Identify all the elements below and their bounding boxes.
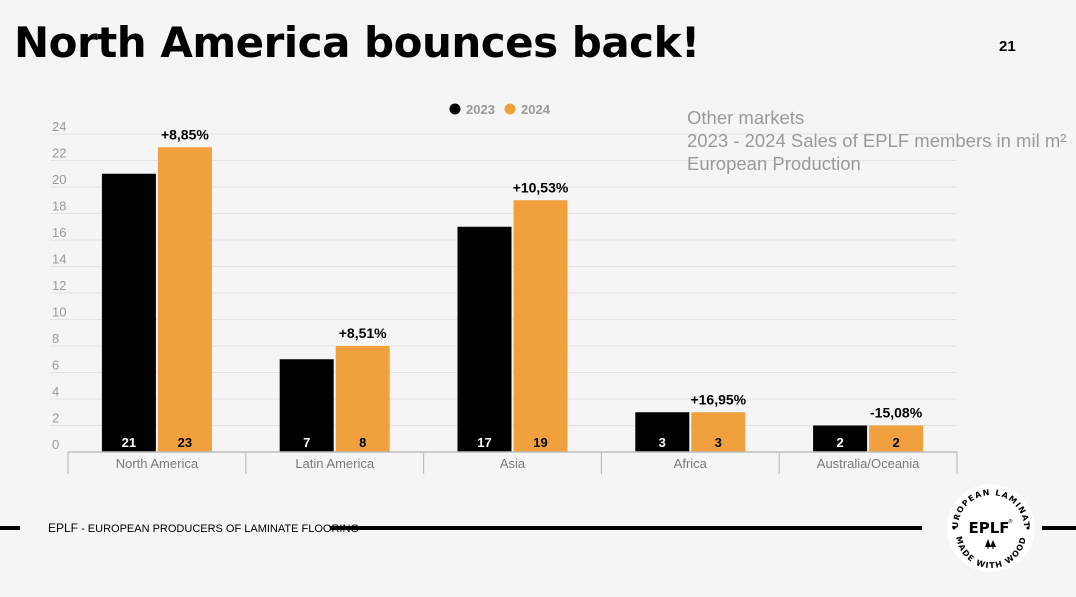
x-tick-label: North America (116, 456, 199, 471)
logo-dot-right (1026, 526, 1030, 530)
footer-divider-right (1042, 526, 1076, 530)
slide-title: North America bounces back! (14, 18, 700, 67)
y-tick-label: 22 (52, 146, 66, 161)
chart-x-axis: North America Latin America Asia Africa Aust… (67, 451, 958, 474)
footer-text: EPLF - EUROPEAN PRODUCERS OF LAMINATE FL… (48, 521, 359, 535)
bar-value-label: 3 (715, 435, 722, 450)
legend-label-2023: 2023 (466, 102, 495, 117)
change-annotation: +8,51% (339, 325, 387, 341)
bar-2023 (813, 425, 868, 452)
eplf-logo: EUROPEAN LAMINATE MADE WITH WOOD EPLF ® (946, 483, 1035, 572)
y-tick-label: 12 (52, 278, 66, 293)
chart-legend: 2023 2024 (449, 102, 551, 117)
change-annotation: +16,95% (690, 391, 746, 407)
footer-org-name: EUROPEAN PRODUCERS OF LAMINATE FLOORING (87, 523, 359, 535)
bar-2024 (513, 200, 568, 452)
footer-abbr: EPLF (48, 521, 79, 535)
bar-value-label: 3 (659, 435, 666, 450)
x-tick-label: Asia (500, 456, 526, 471)
footer-divider (330, 526, 922, 530)
x-tick-label: Australia/Oceania (817, 456, 920, 471)
y-tick-label: 6 (52, 358, 59, 373)
bar-2023 (279, 359, 334, 452)
bar-2024 (157, 147, 212, 452)
bar-value-label: 19 (533, 435, 547, 450)
bar-value-label: 8 (359, 435, 366, 450)
bar-2024 (691, 412, 746, 452)
bar-value-label: 2 (892, 435, 899, 450)
bar-2023 (635, 412, 690, 452)
y-tick-label: 16 (52, 225, 66, 240)
y-tick-label: 24 (52, 119, 66, 134)
legend-label-2024: 2024 (521, 102, 551, 117)
bar-value-label: 21 (122, 435, 136, 450)
change-annotation: +8,85% (161, 126, 209, 142)
note-line-3: European Production (687, 153, 861, 174)
y-tick-label: 0 (52, 437, 59, 452)
slide-notes: Other markets 2023 - 2024 Sales of EPLF … (687, 106, 1076, 175)
y-tick-label: 10 (52, 305, 66, 320)
bar-value-label: 17 (477, 435, 491, 450)
y-tick-label: 4 (52, 384, 59, 399)
footer-separator: - (78, 523, 88, 535)
footer-divider-left (0, 526, 20, 530)
bar-2024 (335, 346, 390, 452)
page-number: 21 (999, 38, 1016, 55)
bar-2023 (457, 226, 512, 452)
note-line-2: 2023 - 2024 Sales of EPLF members in mil… (687, 130, 1067, 151)
logo-registered-mark: ® (1008, 518, 1013, 525)
chart-bars (101, 147, 924, 452)
bar-value-label: 7 (303, 435, 310, 450)
x-tick-label: Latin America (295, 456, 375, 471)
tree-icon (985, 539, 996, 549)
logo-dot-left (952, 526, 956, 530)
legend-marker-2023 (449, 103, 461, 115)
bar-value-label: 2 (836, 435, 843, 450)
bar-2023 (101, 173, 156, 452)
y-tick-label: 8 (52, 331, 59, 346)
logo-center-text: EPLF (968, 519, 1009, 537)
bar-value-label: 23 (178, 435, 192, 450)
y-tick-label: 18 (52, 199, 66, 214)
y-tick-label: 20 (52, 172, 66, 187)
note-line-1: Other markets (687, 107, 805, 128)
bar-2024 (869, 425, 924, 452)
change-annotation: +10,53% (513, 179, 569, 195)
change-annotation: -15,08% (870, 405, 923, 421)
y-tick-label: 2 (52, 411, 59, 426)
chart-labels: 21 23 +8,85% 7 8 +8,51% 17 19 +10,53% 3 3 +16,95% 2 2… (122, 126, 923, 450)
x-tick-label: Africa (674, 456, 708, 471)
legend-marker-2024 (504, 103, 516, 115)
y-tick-label: 14 (52, 252, 66, 267)
